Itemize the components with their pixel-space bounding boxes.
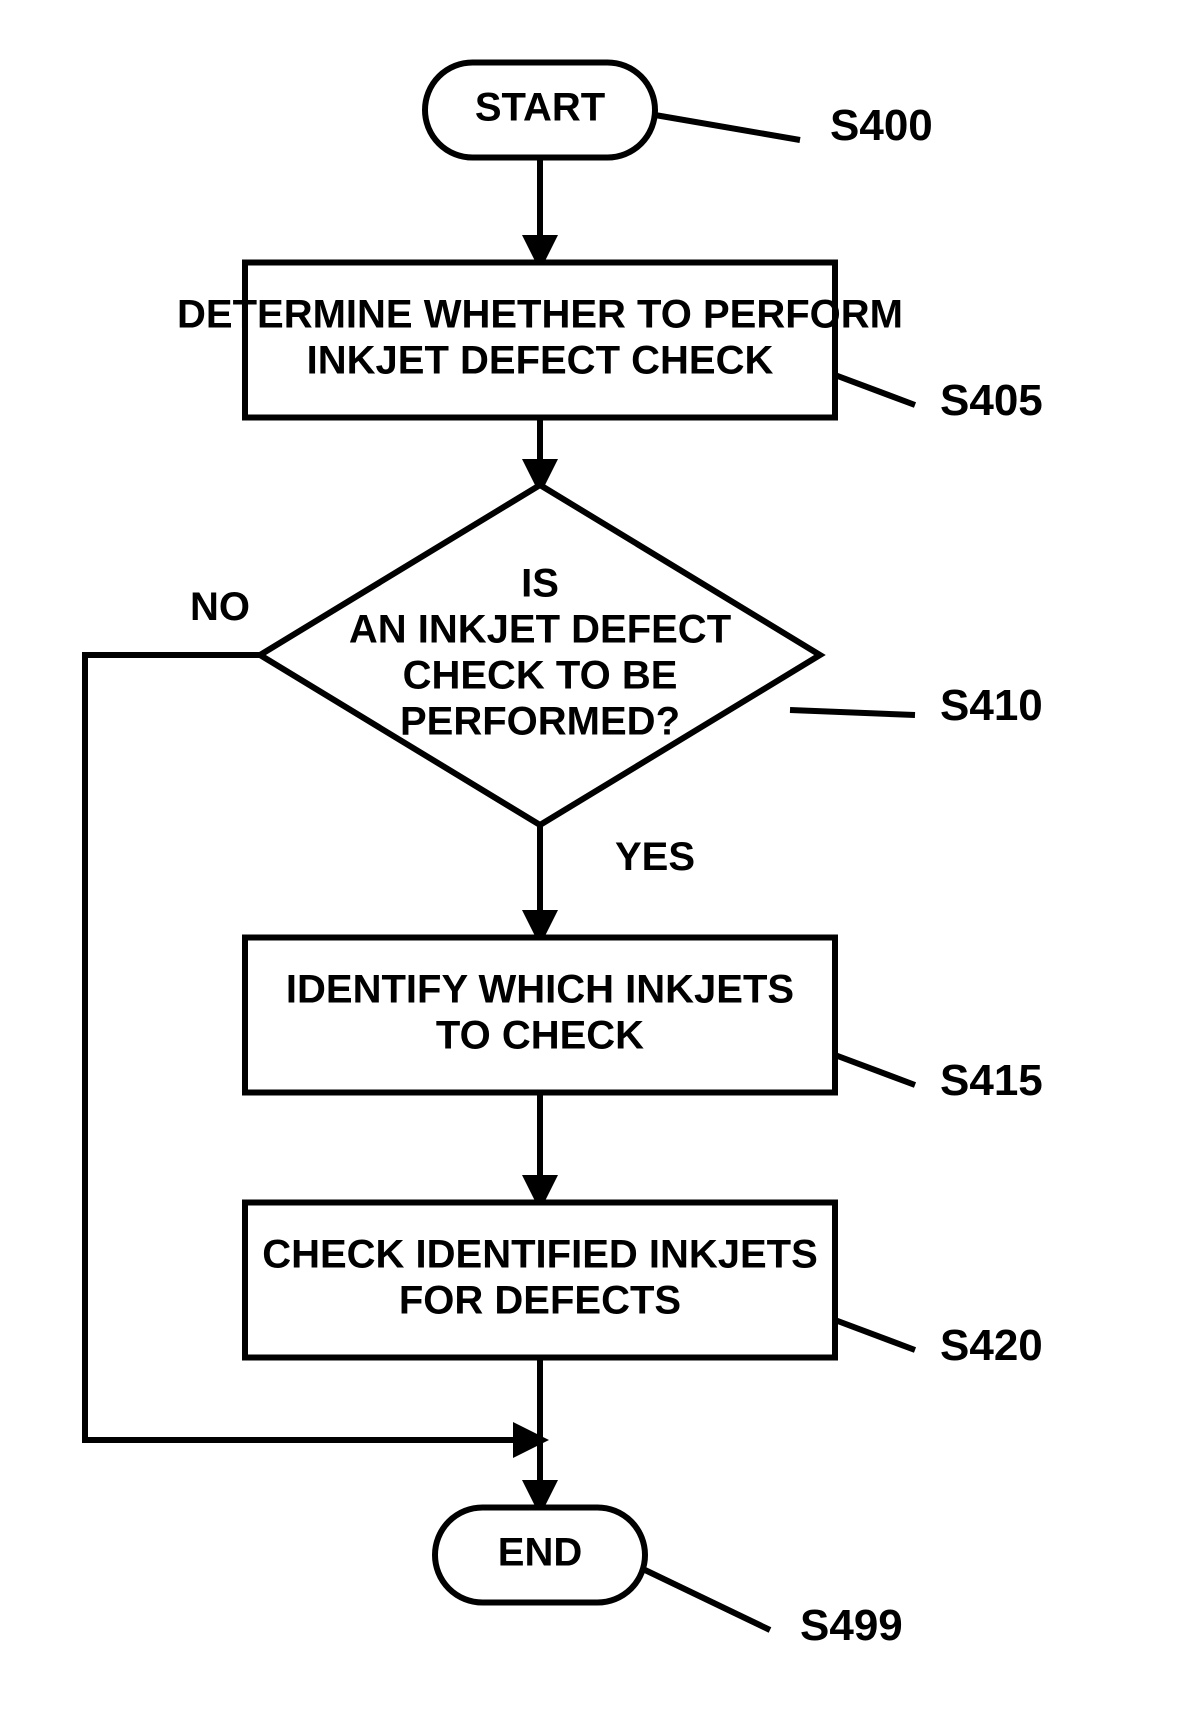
ref-label-s410: S410: [940, 681, 1043, 730]
node-s410-text-1: AN INKJET DEFECT: [349, 608, 731, 652]
node-s410-text-3: PERFORMED?: [400, 700, 680, 744]
node-s415-text-0: IDENTIFY WHICH INKJETS: [286, 968, 794, 1012]
ref-leader-end: [645, 1570, 770, 1630]
edge-label-yes: YES: [615, 835, 695, 879]
ref-leader-s410: [790, 710, 915, 715]
flowchart-canvas: START DETERMINE WHETHER TO PERFORMINKJET …: [0, 0, 1178, 1722]
edge-label-no: NO: [190, 585, 250, 629]
node-s415: IDENTIFY WHICH INKJETSTO CHECK: [245, 938, 835, 1093]
node-s410: ISAN INKJET DEFECTCHECK TO BEPERFORMED?: [260, 485, 820, 825]
ref-label-s405: S405: [940, 376, 1043, 425]
node-s405-text-0: DETERMINE WHETHER TO PERFORM: [177, 293, 903, 337]
ref-leader-s420: [835, 1320, 915, 1350]
node-start: START: [425, 63, 655, 158]
node-s405: DETERMINE WHETHER TO PERFORMINKJET DEFEC…: [177, 263, 903, 418]
node-s420-text-0: CHECK IDENTIFIED INKJETS: [262, 1233, 818, 1277]
node-s405-text-1: INKJET DEFECT CHECK: [307, 339, 774, 383]
node-s415-text-1: TO CHECK: [436, 1014, 644, 1058]
ref-leader-s415: [835, 1055, 915, 1085]
ref-label-s415: S415: [940, 1056, 1043, 1105]
node-end-text-0: END: [498, 1531, 582, 1575]
ref-leader-s405: [835, 375, 915, 405]
node-s410-text-2: CHECK TO BE: [403, 654, 678, 698]
node-end: END: [435, 1508, 645, 1603]
node-s420: CHECK IDENTIFIED INKJETSFOR DEFECTS: [245, 1203, 835, 1358]
ref-leader-start: [655, 115, 800, 140]
ref-label-end: S499: [800, 1601, 903, 1650]
node-s420-text-1: FOR DEFECTS: [399, 1279, 681, 1323]
node-start-text-0: START: [475, 86, 605, 130]
ref-label-start: S400: [830, 101, 933, 150]
node-s410-text-0: IS: [521, 562, 559, 606]
ref-label-s420: S420: [940, 1321, 1043, 1370]
